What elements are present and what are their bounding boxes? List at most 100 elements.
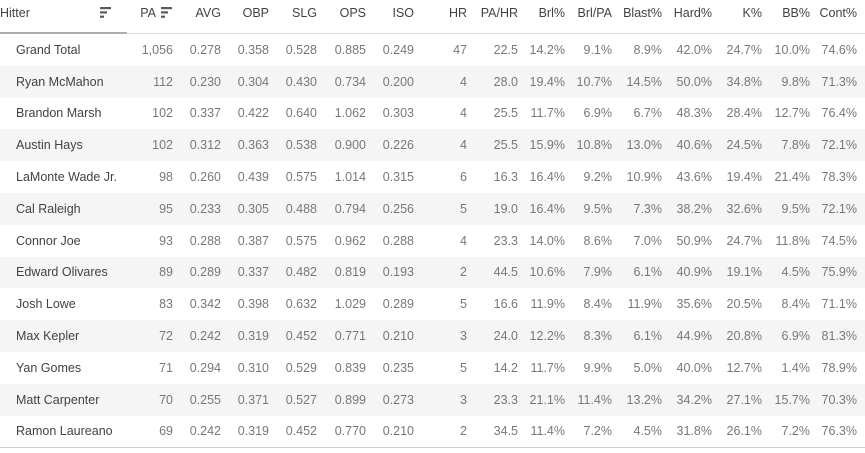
value-cell: 25.5 xyxy=(493,138,518,153)
value-cell: 0.315 xyxy=(382,170,414,185)
value-cell: 76.3% xyxy=(821,424,857,439)
value-cell: 19.0 xyxy=(493,201,518,216)
value-cell: 7.3% xyxy=(633,201,663,216)
column-header-blast[interactable]: Blast% xyxy=(623,6,662,20)
value-cell: 78.9% xyxy=(821,360,857,375)
value-cell: 24.5% xyxy=(726,138,762,153)
value-cell: 112 xyxy=(153,74,173,89)
column-header-brl[interactable]: Brl% xyxy=(538,6,565,20)
value-cell: 26.1% xyxy=(726,424,762,439)
table-row[interactable]: Yan Gomes 71 0.294 0.310 0.529 0.839 0.235 5 14.… xyxy=(0,351,865,384)
value-cell: 0.422 xyxy=(237,106,269,121)
value-cell: 40.0% xyxy=(676,360,712,375)
value-cell: 0.310 xyxy=(237,360,269,375)
column-header-pa-hr[interactable]: PA/HR xyxy=(480,6,518,20)
value-cell: 0.242 xyxy=(189,329,221,344)
table-row[interactable]: Brandon Marsh 102 0.337 0.422 0.640 1.062 0.30… xyxy=(0,97,865,130)
table-row[interactable]: Josh Lowe 83 0.342 0.398 0.632 1.029 0.289 5 16.… xyxy=(0,288,865,321)
column-header-k[interactable]: K% xyxy=(742,6,762,20)
value-cell: 7.9% xyxy=(583,265,613,280)
table-row[interactable]: Cal Raleigh 95 0.233 0.305 0.488 0.794 0.256 5 1… xyxy=(0,192,865,225)
value-cell: 0.230 xyxy=(189,74,221,89)
table-row[interactable]: LaMonte Wade Jr. 98 0.260 0.439 0.575 1.014 0.… xyxy=(0,161,865,193)
value-cell: 7.8% xyxy=(781,138,811,153)
value-cell: 0.294 xyxy=(189,360,221,375)
value-cell: 0.900 xyxy=(334,138,366,153)
value-cell: 23.3 xyxy=(493,233,518,248)
value-cell: 72 xyxy=(159,329,173,344)
table-row[interactable]: Matt Carpenter 70 0.255 0.371 0.527 0.899 0.27… xyxy=(0,383,865,416)
table-row[interactable]: Ryan McMahon 112 0.230 0.304 0.430 0.734 0.200… xyxy=(0,65,865,98)
value-cell: 0.358 xyxy=(237,42,269,57)
value-cell: 24.7% xyxy=(726,233,762,248)
column-header-pa[interactable]: PA xyxy=(127,0,177,34)
value-cell: 6 xyxy=(460,170,467,185)
value-cell: 35.6% xyxy=(676,297,712,312)
value-cell: 0.439 xyxy=(237,170,269,185)
column-header-brl-pa[interactable]: Brl/PA xyxy=(577,6,613,20)
value-cell: 1.062 xyxy=(334,106,366,121)
column-header-label: PA xyxy=(140,6,156,20)
column-header-avg[interactable]: AVG xyxy=(195,6,221,20)
value-cell: 70.3% xyxy=(821,392,857,407)
value-cell: 0.529 xyxy=(285,360,317,375)
hitter-name-cell: Brandon Marsh xyxy=(16,106,102,121)
value-cell: 0.319 xyxy=(237,329,269,344)
value-cell: 3 xyxy=(460,392,467,407)
value-cell: 4.5% xyxy=(781,265,811,280)
value-cell: 0.430 xyxy=(285,74,317,89)
value-cell: 0.387 xyxy=(237,233,269,248)
column-header-hitter[interactable]: Hitter xyxy=(0,0,127,34)
table-row[interactable]: Ramon Laureano 69 0.242 0.319 0.452 0.770 0.21… xyxy=(0,415,865,448)
value-cell: 0.632 xyxy=(285,297,317,312)
value-cell: 19.4% xyxy=(726,170,762,185)
value-cell: 0.962 xyxy=(334,233,366,248)
value-cell: 0.337 xyxy=(237,265,269,280)
value-cell: 38.2% xyxy=(676,201,712,216)
value-cell: 1.029 xyxy=(334,297,366,312)
value-cell: 102 xyxy=(152,106,173,121)
value-cell: 20.5% xyxy=(726,297,762,312)
value-cell: 0.289 xyxy=(189,265,221,280)
column-header-cont[interactable]: Cont% xyxy=(819,6,857,20)
hitter-name-cell: Edward Olivares xyxy=(16,265,108,280)
value-cell: 13.0% xyxy=(626,138,662,153)
value-cell: 24.7% xyxy=(726,42,762,57)
column-header-slg[interactable]: SLG xyxy=(291,6,317,20)
value-cell: 1,056 xyxy=(141,42,173,57)
column-header-obp[interactable]: OBP xyxy=(242,6,269,20)
column-header-hr[interactable]: HR xyxy=(448,6,467,20)
column-header-iso[interactable]: ISO xyxy=(392,6,414,20)
value-cell: 11.9% xyxy=(627,297,662,312)
table-row[interactable]: Max Kepler 72 0.242 0.319 0.452 0.771 0.210 3 24… xyxy=(0,320,865,352)
table-row[interactable]: Connor Joe 93 0.288 0.387 0.575 0.962 0.288 4 23… xyxy=(0,224,865,257)
value-cell: 15.9% xyxy=(529,138,565,153)
value-cell: 0.288 xyxy=(382,233,414,248)
value-cell: 0.226 xyxy=(382,138,414,153)
column-header-hard[interactable]: Hard% xyxy=(673,6,712,20)
value-cell: 98 xyxy=(159,170,173,185)
column-header-ops[interactable]: OPS xyxy=(339,6,366,20)
column-header-bb[interactable]: BB% xyxy=(782,6,810,20)
value-cell: 20.8% xyxy=(726,329,762,344)
value-cell: 5 xyxy=(460,201,467,216)
value-cell: 89 xyxy=(159,265,173,280)
value-cell: 0.538 xyxy=(285,138,317,153)
hitter-name-cell: Connor Joe xyxy=(16,233,81,248)
table-row[interactable]: Edward Olivares 89 0.289 0.337 0.482 0.819 0.1… xyxy=(0,256,865,289)
sort-descending-icon[interactable] xyxy=(100,7,112,18)
value-cell: 0.371 xyxy=(237,392,269,407)
value-cell: 22.5 xyxy=(493,42,518,57)
value-cell: 9.8% xyxy=(781,74,811,89)
value-cell: 8.3% xyxy=(583,329,613,344)
value-cell: 11.7% xyxy=(530,106,565,121)
value-cell: 5 xyxy=(460,297,467,312)
sort-descending-icon[interactable] xyxy=(161,7,173,18)
value-cell: 7.2% xyxy=(583,424,613,439)
value-cell: 44.9% xyxy=(676,329,712,344)
value-cell: 95 xyxy=(159,201,173,216)
table-row[interactable]: Grand Total 1,056 0.278 0.358 0.528 0.885 0.24… xyxy=(0,34,865,66)
value-cell: 9.5% xyxy=(583,201,613,216)
table-row[interactable]: Austin Hays 102 0.312 0.363 0.538 0.900 0.226 4… xyxy=(0,129,865,162)
value-cell: 0.819 xyxy=(334,265,366,280)
